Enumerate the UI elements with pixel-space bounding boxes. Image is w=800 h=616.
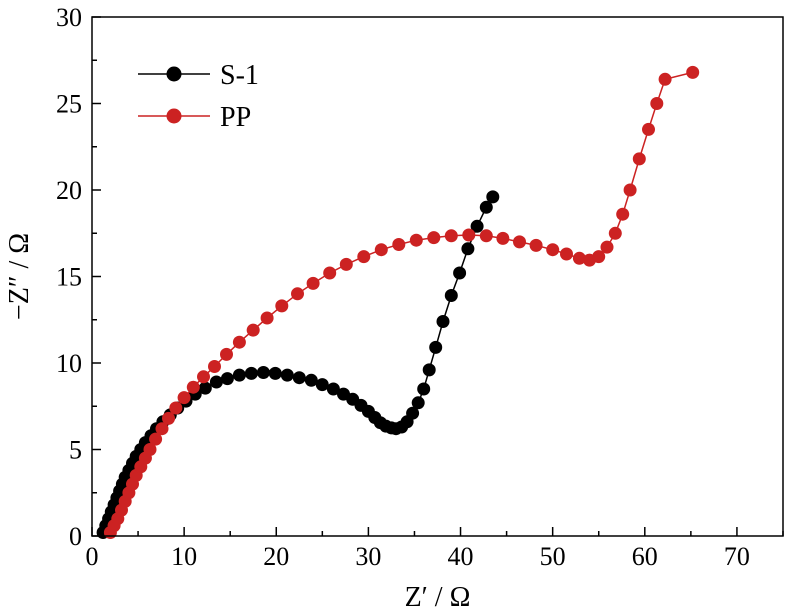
data-point bbox=[197, 370, 210, 384]
data-point bbox=[220, 347, 233, 361]
y-tick-label: 30 bbox=[56, 3, 82, 32]
data-point bbox=[623, 183, 637, 197]
data-point bbox=[169, 401, 183, 415]
data-point bbox=[444, 289, 458, 302]
legend-item: S-1 bbox=[138, 60, 259, 91]
data-point bbox=[339, 257, 353, 271]
data-point bbox=[268, 366, 282, 380]
data-point bbox=[427, 231, 441, 245]
y-tick-label: 10 bbox=[56, 349, 82, 378]
data-point bbox=[658, 72, 672, 86]
data-point bbox=[374, 243, 388, 257]
data-point bbox=[486, 190, 500, 204]
x-axis: 0 10 20 30 40 50 60 70 bbox=[86, 527, 784, 571]
data-point bbox=[422, 363, 436, 377]
data-point bbox=[149, 432, 163, 446]
legend-marker bbox=[166, 66, 182, 82]
data-point bbox=[592, 250, 606, 264]
data-point bbox=[155, 422, 169, 436]
y-tick-label: 15 bbox=[56, 263, 82, 292]
data-point bbox=[429, 340, 443, 354]
data-point bbox=[608, 226, 622, 240]
data-point bbox=[436, 315, 450, 328]
data-point bbox=[529, 238, 543, 252]
data-point bbox=[560, 247, 573, 261]
data-point bbox=[417, 382, 431, 396]
data-point bbox=[208, 360, 221, 373]
y-tick-label: 25 bbox=[56, 90, 82, 119]
x-tick-label: 70 bbox=[724, 542, 750, 571]
data-point bbox=[291, 287, 304, 301]
data-point bbox=[392, 238, 406, 251]
data-point bbox=[406, 406, 420, 420]
data-point bbox=[496, 231, 510, 245]
data-point bbox=[650, 97, 664, 110]
data-point bbox=[177, 391, 191, 405]
data-point bbox=[686, 65, 700, 79]
legend-label: S-1 bbox=[220, 60, 259, 91]
series-pp bbox=[103, 65, 700, 539]
data-point bbox=[479, 200, 493, 214]
data-point bbox=[209, 375, 223, 389]
legend: S-1 PP bbox=[138, 60, 259, 133]
data-point bbox=[409, 233, 423, 247]
data-point bbox=[220, 372, 234, 386]
data-point bbox=[306, 276, 320, 290]
data-point bbox=[326, 382, 340, 396]
data-point bbox=[186, 380, 200, 394]
x-tick-label: 20 bbox=[263, 542, 289, 571]
legend-item: PP bbox=[138, 102, 251, 133]
data-point bbox=[453, 266, 467, 280]
data-point bbox=[260, 311, 274, 325]
data-point bbox=[357, 250, 371, 264]
data-point bbox=[462, 228, 476, 242]
y-tick-label: 0 bbox=[69, 522, 82, 551]
data-point bbox=[232, 335, 246, 349]
data-point bbox=[444, 229, 458, 243]
data-point bbox=[198, 381, 212, 395]
y-axis: 0 5 10 15 20 25 30 bbox=[56, 3, 101, 551]
data-point bbox=[642, 122, 655, 136]
y-axis-label: −Z″ / Ω bbox=[4, 233, 35, 320]
data-point bbox=[479, 229, 493, 243]
x-tick-label: 60 bbox=[632, 542, 658, 571]
data-point bbox=[411, 396, 425, 410]
data-point bbox=[572, 251, 586, 265]
data-point bbox=[162, 411, 175, 425]
data-point bbox=[513, 235, 526, 249]
x-tick-label: 50 bbox=[540, 542, 566, 571]
data-point bbox=[143, 443, 157, 456]
data-point bbox=[546, 243, 560, 257]
legend-label: PP bbox=[220, 102, 251, 133]
x-axis-label: Z′ / Ω bbox=[405, 582, 471, 613]
data-point bbox=[256, 366, 270, 379]
data-point bbox=[304, 373, 318, 387]
y-tick-label: 5 bbox=[69, 436, 82, 465]
data-point bbox=[323, 266, 337, 280]
data-point bbox=[246, 323, 260, 337]
data-point bbox=[470, 219, 484, 233]
data-point bbox=[632, 152, 646, 166]
data-point bbox=[280, 368, 294, 382]
data-point bbox=[315, 378, 329, 392]
data-point bbox=[600, 240, 614, 254]
x-tick-label: 40 bbox=[448, 542, 474, 571]
x-tick-label: 30 bbox=[355, 542, 381, 571]
legend-marker bbox=[166, 108, 182, 124]
data-point bbox=[616, 207, 630, 221]
x-tick-label: 10 bbox=[171, 542, 197, 571]
data-point bbox=[232, 368, 246, 382]
y-tick-label: 20 bbox=[56, 176, 82, 205]
x-tick-label: 0 bbox=[86, 542, 99, 571]
data-point bbox=[244, 366, 258, 380]
series-layer bbox=[96, 65, 700, 539]
data-point bbox=[461, 242, 475, 256]
data-point bbox=[275, 299, 289, 313]
data-point bbox=[292, 371, 306, 385]
